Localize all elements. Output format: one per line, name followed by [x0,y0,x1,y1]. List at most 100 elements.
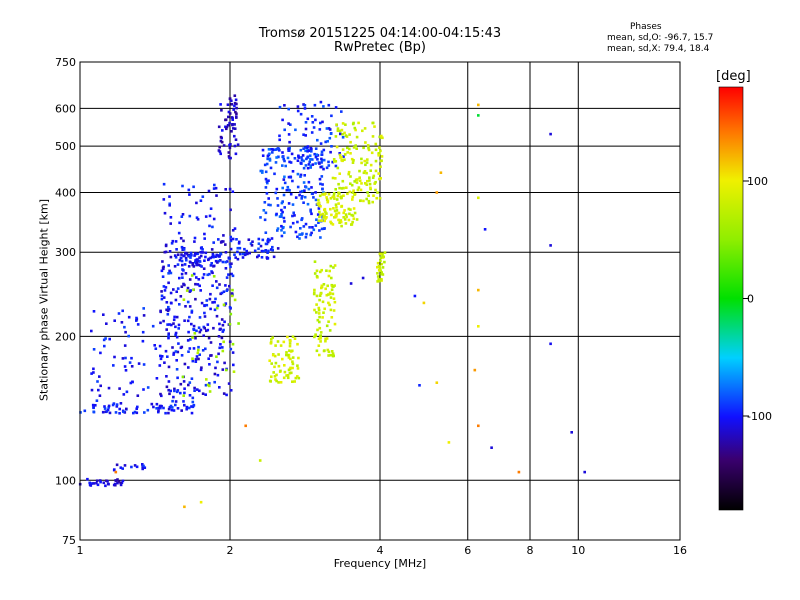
data-point [167,388,170,392]
data-point [369,186,372,190]
data-point [103,344,106,348]
data-point [204,393,207,396]
data-point [98,479,102,482]
data-point [364,141,367,144]
x-tick-label: 4 [377,544,384,557]
data-point [228,340,232,343]
data-point [159,357,163,361]
data-point [223,361,226,365]
data-point [297,376,301,380]
data-point [365,171,368,175]
data-point [290,152,294,156]
data-point [222,144,226,147]
data-point [222,240,225,243]
data-point [365,161,369,164]
data-point [153,344,156,347]
data-point [311,226,314,229]
data-point [367,148,371,152]
data-point [224,118,228,121]
data-point [173,265,177,268]
data-point [209,307,212,311]
data-point [123,325,126,329]
data-point [280,234,284,238]
data-point [183,263,187,266]
y-tick-label: 300 [55,246,76,259]
data-point [180,345,184,349]
data-point [250,244,254,247]
data-point [379,259,382,262]
data-point [313,152,316,156]
x-axis-label: Frequency [MHz] [333,557,427,570]
data-point [224,243,227,246]
data-point [184,257,188,260]
colorbar [718,86,744,511]
data-point [339,219,343,222]
data-point [377,172,380,175]
y-tick-label: 75 [62,534,76,547]
data-point [292,211,295,215]
data-point [517,470,521,474]
data-point [128,361,132,364]
data-point [273,172,276,176]
data-point [340,224,343,228]
data-point [164,349,168,353]
data-point [205,303,209,307]
data-point [219,343,222,346]
data-point [340,196,343,200]
data-point [327,127,331,130]
data-point [170,408,174,412]
data-point [302,103,305,106]
data-point [188,315,191,319]
data-point [318,194,322,198]
data-point [222,234,225,237]
data-point [176,407,180,410]
data-point [293,380,296,383]
data-point [340,128,344,132]
data-point [325,293,329,297]
data-point [283,231,286,234]
data-point [341,148,345,151]
data-point [142,314,146,317]
data-point [90,482,94,485]
data-point [340,187,344,190]
data-point [195,261,199,264]
data-point [133,410,137,414]
data-point [179,382,183,386]
data-point [268,159,272,162]
data-point [280,213,283,216]
data-point [299,175,302,178]
data-point [293,157,297,160]
data-point [161,275,165,278]
data-point [106,479,109,483]
data-point [318,315,321,319]
data-point [235,112,238,115]
data-point [142,464,145,468]
data-point [182,282,185,286]
data-point [321,212,325,216]
data-point [339,132,342,136]
data-point [374,188,377,192]
data-point [232,363,235,367]
data-point [315,311,318,314]
data-point [380,159,383,162]
data-point [178,221,181,225]
data-point [367,146,370,150]
data-point [286,335,289,339]
data-point [310,212,313,216]
data-point [199,328,203,332]
data-point [379,165,382,168]
data-point [192,265,196,268]
data-point [199,500,203,504]
data-point [201,195,205,198]
data-point [222,303,226,307]
data-point [220,240,224,243]
data-point [293,214,296,217]
data-point [201,349,205,352]
data-point [141,463,144,466]
data-point [341,132,344,136]
data-point [369,169,372,172]
data-point [141,339,145,343]
data-point [200,301,204,305]
data-point [227,273,230,276]
data-point [258,459,262,462]
